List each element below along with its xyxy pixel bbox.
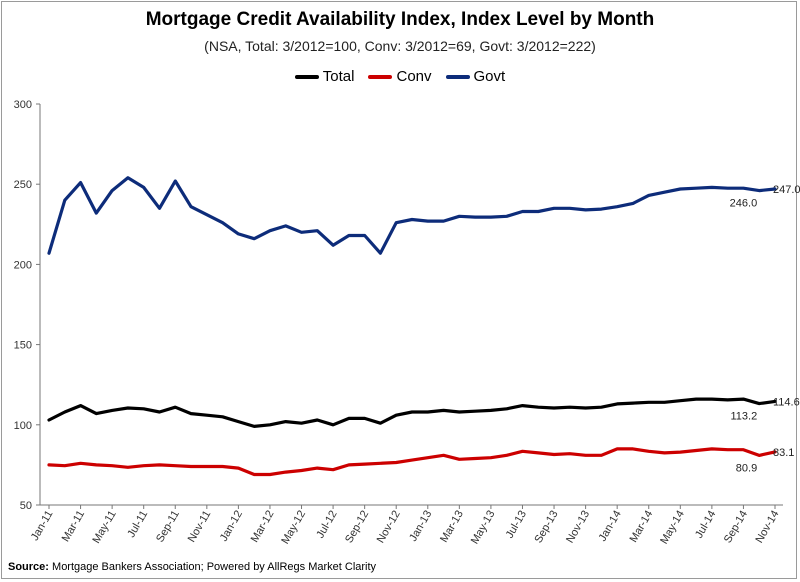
legend-swatch-total <box>294 74 319 79</box>
y-tick-label: 100 <box>14 420 32 432</box>
legend-swatch-govt <box>445 74 470 79</box>
legend-label-total: Total <box>322 68 355 85</box>
x-tick-label: Jul-12 <box>314 509 339 541</box>
x-tick-label: Nov-14 <box>753 509 781 546</box>
x-tick-label: Jan-14 <box>597 509 624 544</box>
y-tick-label: 300 <box>14 99 32 111</box>
x-tick-label: Mar-12 <box>249 509 277 545</box>
data-label-total: 113.2 <box>730 411 757 423</box>
source-text: Mortgage Bankers Association; Powered by… <box>48 561 377 573</box>
source-note: Source: Mortgage Bankers Association; Po… <box>8 561 376 573</box>
x-tick-label: May-14 <box>658 509 687 547</box>
series-line-govt <box>47 176 777 255</box>
y-tick-label: 250 <box>14 179 32 191</box>
chart-subtitle: (NSA, Total: 3/2012=100, Conv: 3/2012=69… <box>204 38 596 54</box>
legend-item-total: Total <box>294 68 355 85</box>
x-tick-label: Jan-12 <box>218 509 245 544</box>
x-tick-label: Nov-13 <box>564 509 592 546</box>
legend-item-conv: Conv <box>368 68 432 85</box>
y-tick-label: 200 <box>14 259 32 271</box>
x-tick-label: Jan-11 <box>29 509 56 543</box>
x-tick-label: Sep-14 <box>722 509 750 546</box>
legend-label-conv: Conv <box>396 68 432 85</box>
x-tick-label: Mar-13 <box>438 509 466 545</box>
x-tick-label: May-13 <box>469 509 498 547</box>
x-tick-label: May-12 <box>279 509 308 547</box>
x-tick-label: Sep-11 <box>154 509 182 545</box>
x-tick-label: Mar-14 <box>628 509 656 545</box>
chart-title: Mortgage Credit Availability Index, Inde… <box>145 9 655 30</box>
x-tick-label: Jul-11 <box>125 509 150 540</box>
x-tick-label: Sep-13 <box>533 509 561 546</box>
x-tick-label: Jan-13 <box>407 509 434 544</box>
data-label-conv: 80.9 <box>736 462 757 474</box>
x-tick-label: Jul-13 <box>504 509 529 541</box>
legend-label-govt: Govt <box>473 68 506 85</box>
legend-item-govt: Govt <box>445 68 506 85</box>
x-tick-label: May-11 <box>90 509 118 546</box>
data-label-total: 114.6 <box>773 396 800 408</box>
x-tick-label: Sep-12 <box>343 509 371 546</box>
y-tick-label: 150 <box>14 340 32 352</box>
series-line-total <box>47 397 777 428</box>
y-tick-label: 50 <box>20 500 32 512</box>
data-label-govt: 246.0 <box>730 198 758 210</box>
series-line-conv <box>47 447 777 477</box>
x-tick-label: Nov-11 <box>186 509 214 545</box>
chart-legend: Total Conv Govt <box>0 68 800 85</box>
x-tick-label: Mar-11 <box>60 509 87 544</box>
source-label: Source: <box>8 561 49 573</box>
x-tick-label: Nov-12 <box>375 509 403 546</box>
data-label-govt: 247.0 <box>773 184 800 196</box>
x-tick-label: Jul-14 <box>693 509 718 541</box>
data-label-conv: 83.1 <box>773 447 794 459</box>
legend-swatch-conv <box>368 74 393 79</box>
